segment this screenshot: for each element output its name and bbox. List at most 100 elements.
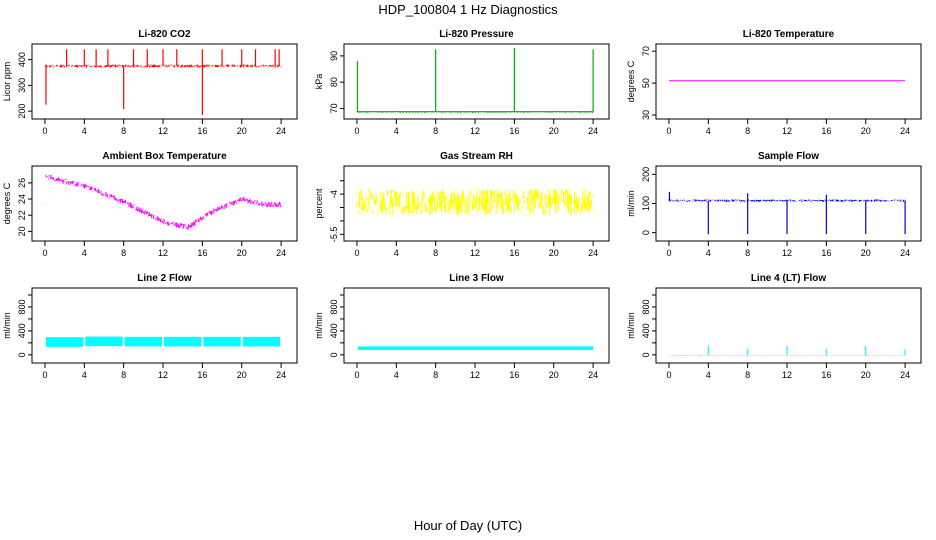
y-tick-label: 200 bbox=[641, 167, 651, 182]
y-tick-label: 26 bbox=[17, 178, 27, 188]
y-axis-label: degrees C bbox=[626, 60, 636, 102]
x-tick-label: 24 bbox=[900, 370, 910, 380]
x-tick-label: 20 bbox=[237, 126, 247, 136]
x-tick-label: 8 bbox=[121, 248, 126, 258]
series-noise bbox=[356, 111, 593, 113]
y-tick-label: 0 bbox=[17, 352, 27, 357]
x-tick-label: 8 bbox=[121, 126, 126, 136]
data-series bbox=[668, 191, 906, 235]
x-tick-label: 24 bbox=[588, 248, 598, 258]
y-tick-label: 0 bbox=[329, 352, 339, 357]
x-tick-label: 0 bbox=[666, 370, 671, 380]
x-tick-label: 4 bbox=[394, 248, 399, 258]
x-tick-label: 20 bbox=[549, 248, 559, 258]
x-tick-label: 16 bbox=[509, 126, 519, 136]
y-tick-label: 100 bbox=[641, 196, 651, 211]
x-tick-label: 0 bbox=[354, 248, 359, 258]
plot-gas-stream-rh: Gas Stream RH percent 0 4 8 12 16 20 24 -5.5 -4 bbox=[314, 151, 610, 258]
y-axis-label: percent bbox=[314, 188, 324, 219]
series-block bbox=[45, 337, 84, 347]
x-tick-label: 12 bbox=[782, 126, 792, 136]
y-tick-label: 300 bbox=[17, 78, 27, 93]
x-tick-label: 20 bbox=[237, 248, 247, 258]
x-tick-label: 12 bbox=[470, 126, 480, 136]
plot-frame bbox=[343, 287, 610, 364]
y-tick-label: 70 bbox=[329, 103, 339, 113]
x-tick-label: 24 bbox=[588, 370, 598, 380]
data-series bbox=[356, 48, 594, 113]
y-axis-label: ml/min bbox=[2, 312, 12, 339]
x-tick-label: 0 bbox=[354, 126, 359, 136]
y-tick-label: 22 bbox=[17, 210, 27, 220]
plot-title: Line 2 Flow bbox=[137, 273, 192, 284]
y-axis-label: ml/min bbox=[314, 312, 324, 339]
x-tick-label: 8 bbox=[433, 370, 438, 380]
x-tick-label: 24 bbox=[276, 248, 286, 258]
x-tick-label: 0 bbox=[42, 126, 47, 136]
x-tick-label: 12 bbox=[782, 370, 792, 380]
x-tick-label: 4 bbox=[82, 248, 87, 258]
x-tick-label: 0 bbox=[666, 126, 671, 136]
x-tick-label: 20 bbox=[861, 370, 871, 380]
plot-frame bbox=[655, 165, 922, 242]
data-series bbox=[44, 174, 282, 230]
y-tick-label: 200 bbox=[17, 104, 27, 119]
x-tick-label: 16 bbox=[509, 370, 519, 380]
plot-frame bbox=[343, 43, 610, 120]
x-tick-label: 24 bbox=[588, 126, 598, 136]
y-tick-label: 24 bbox=[17, 194, 27, 204]
x-tick-label: 16 bbox=[509, 248, 519, 258]
y-tick-label: 800 bbox=[641, 299, 651, 314]
plot-frame bbox=[655, 43, 922, 120]
data-series bbox=[357, 346, 594, 351]
x-tick-label: 4 bbox=[82, 370, 87, 380]
x-tick-label: 8 bbox=[121, 370, 126, 380]
data-series bbox=[45, 336, 281, 347]
plot-title: Li-820 Temperature bbox=[743, 29, 835, 40]
x-tick-label: 0 bbox=[42, 370, 47, 380]
x-tick-label: 20 bbox=[237, 370, 247, 380]
plot-li820-temperature: Li-820 Temperature degrees C 0 4 8 12 16 20 24 30… bbox=[626, 29, 922, 136]
y-tick-label: 800 bbox=[17, 299, 27, 314]
plot-title: Ambient Box Temperature bbox=[102, 151, 227, 162]
x-tick-label: 12 bbox=[470, 370, 480, 380]
y-axis-label: ml/min bbox=[626, 312, 636, 339]
series-noise bbox=[44, 174, 282, 230]
x-tick-label: 16 bbox=[821, 126, 831, 136]
x-tick-label: 16 bbox=[197, 370, 207, 380]
plot-title: Li-820 CO2 bbox=[138, 29, 191, 40]
plot-title: Sample Flow bbox=[758, 151, 819, 162]
data-series bbox=[44, 49, 282, 115]
y-tick-label: -4 bbox=[329, 190, 339, 198]
x-tick-label: 24 bbox=[276, 126, 286, 136]
y-tick-label: 90 bbox=[329, 51, 339, 61]
x-tick-label: 24 bbox=[900, 126, 910, 136]
x-tick-label: 12 bbox=[158, 248, 168, 258]
x-tick-label: 8 bbox=[745, 370, 750, 380]
plot-title: Line 3 Flow bbox=[449, 273, 504, 284]
plot-frame bbox=[655, 287, 922, 364]
y-tick-label: 70 bbox=[641, 46, 651, 56]
x-tick-label: 12 bbox=[158, 370, 168, 380]
y-tick-label: 30 bbox=[641, 110, 651, 120]
x-tick-label: 16 bbox=[821, 248, 831, 258]
plot-line4-flow: Line 4 (LT) Flow ml/min 0 4 8 12 16 20 24 0 400 800 bbox=[626, 273, 922, 380]
x-tick-label: 12 bbox=[158, 126, 168, 136]
y-axis-label: Licor ppm bbox=[2, 62, 12, 102]
y-tick-label: 50 bbox=[641, 78, 651, 88]
x-tick-label: 12 bbox=[782, 248, 792, 258]
y-tick-label: 0 bbox=[641, 352, 651, 357]
y-tick-label: 400 bbox=[641, 323, 651, 338]
plot-title: Gas Stream RH bbox=[440, 151, 513, 162]
data-series bbox=[668, 345, 906, 356]
x-tick-label: 0 bbox=[666, 248, 671, 258]
x-tick-label: 4 bbox=[82, 126, 87, 136]
data-series bbox=[356, 188, 594, 216]
x-tick-label: 0 bbox=[42, 248, 47, 258]
x-tick-label: 20 bbox=[861, 126, 871, 136]
y-tick-label: 80 bbox=[329, 77, 339, 87]
x-tick-label: 8 bbox=[745, 126, 750, 136]
y-tick-label: 400 bbox=[329, 323, 339, 338]
x-tick-label: 16 bbox=[197, 248, 207, 258]
series-block bbox=[203, 336, 241, 347]
